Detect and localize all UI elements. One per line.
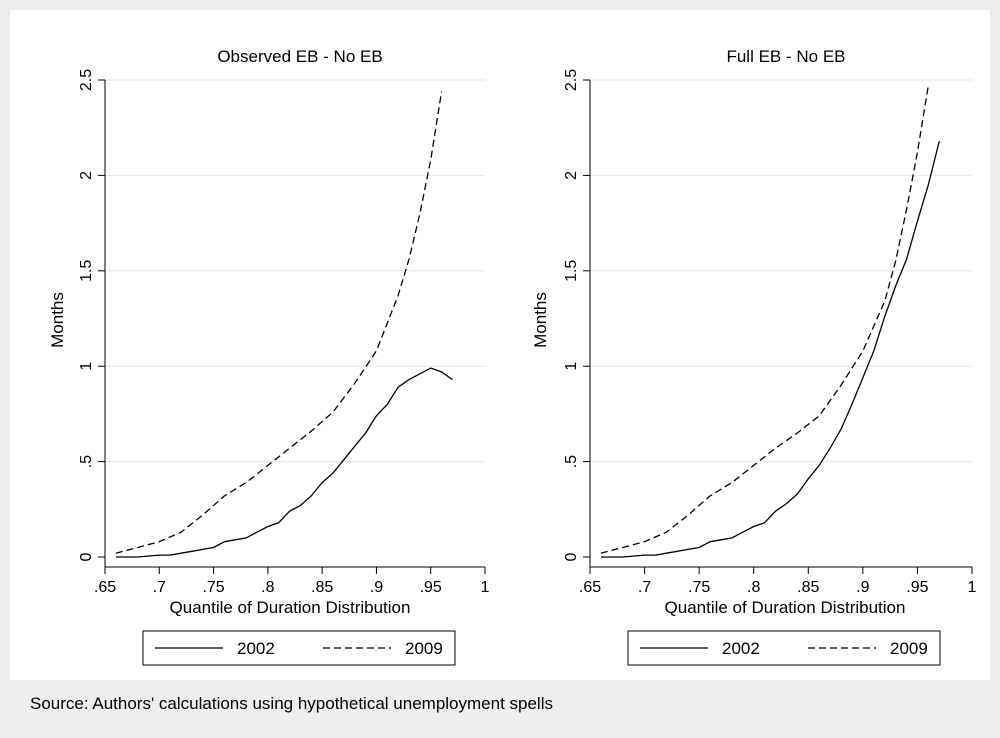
x-tick-label: .75	[688, 579, 710, 596]
source-note: Source: Authors' calculations using hypo…	[30, 694, 553, 713]
y-axis-label: Months	[48, 292, 67, 348]
x-tick-label: .7	[153, 579, 166, 596]
y-tick-label: 2.5	[78, 69, 95, 91]
x-tick-label: .9	[856, 579, 869, 596]
x-tick-label: .8	[261, 579, 274, 596]
y-tick-label: 1	[563, 362, 580, 371]
legend-label: 2002	[237, 639, 275, 658]
x-tick-label: .65	[579, 579, 601, 596]
x-tick-label: .9	[370, 579, 383, 596]
series-line-2009	[115, 91, 443, 554]
x-tick-label: .7	[638, 579, 651, 596]
y-tick-label: 2	[78, 171, 95, 180]
x-tick-label: 1	[481, 579, 490, 596]
y-tick-label: .5	[78, 455, 95, 468]
y-tick-label: 1.5	[563, 260, 580, 282]
panel-title: Observed EB - No EB	[217, 47, 382, 66]
y-axis-label: Months	[531, 292, 550, 348]
legend-label: 2002	[722, 639, 760, 658]
x-tick-label: 1	[968, 579, 977, 596]
series-line-2002	[115, 367, 453, 558]
y-tick-label: 2	[563, 171, 580, 180]
x-tick-label: .8	[747, 579, 760, 596]
legend-label: 2009	[405, 639, 443, 658]
x-tick-label: .95	[906, 579, 928, 596]
series-line-2009	[600, 85, 929, 554]
x-tick-label: .85	[797, 579, 819, 596]
x-axis-label: Quantile of Duration Distribution	[170, 598, 411, 617]
y-tick-label: 0	[78, 552, 95, 561]
y-tick-label: .5	[563, 455, 580, 468]
x-tick-label: .95	[420, 579, 442, 596]
x-tick-label: .65	[94, 579, 116, 596]
y-tick-label: 0	[563, 552, 580, 561]
x-tick-label: .75	[202, 579, 224, 596]
y-tick-label: 1	[78, 362, 95, 371]
plot-region-background	[10, 10, 990, 680]
x-axis-label: Quantile of Duration Distribution	[665, 598, 906, 617]
legend-label: 2009	[890, 639, 928, 658]
panel-title: Full EB - No EB	[726, 47, 845, 66]
y-tick-label: 1.5	[78, 260, 95, 282]
panel-observed-eb: Observed EB - No EB 0 .5 1 1.5 2 2.5 Months .65.…	[48, 47, 490, 666]
y-tick-label: 2.5	[563, 69, 580, 91]
x-tick-label: .85	[311, 579, 333, 596]
panel-full-eb: Full EB - No EB 0 .5 1 1.5 2 2.5 Months .65 .7 .75…	[531, 47, 977, 666]
series-line-2002	[600, 140, 940, 558]
